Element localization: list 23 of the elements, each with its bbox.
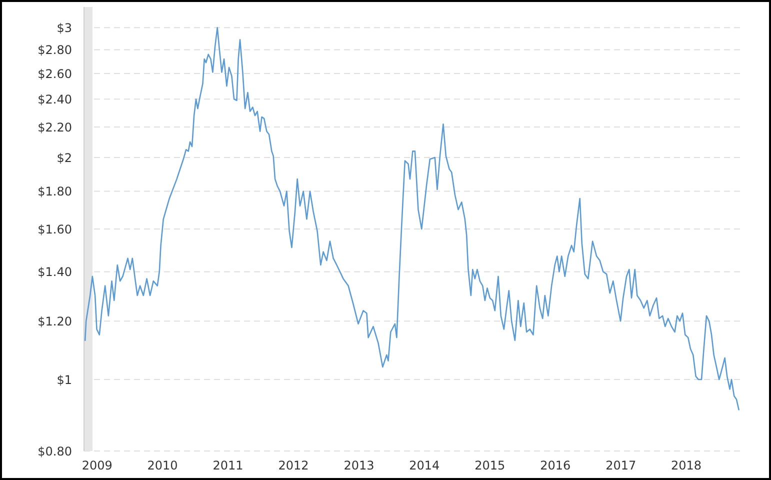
x-tick-label: 2011 (212, 458, 244, 473)
x-tick-label: 2016 (540, 458, 571, 473)
y-tick-label: $1.80 (38, 184, 72, 199)
y-tick-label: $1.20 (38, 314, 72, 328)
y-tick-label: $2.80 (38, 43, 72, 58)
x-tick-label: 2009 (82, 458, 112, 473)
y-tick-label: $2.60 (38, 66, 72, 81)
x-tick-label: 2014 (409, 458, 440, 473)
line-series (84, 27, 740, 410)
y-tick-label: $1.60 (38, 222, 72, 236)
y-tick-label: $2.20 (38, 120, 72, 134)
x-tick-label: 2015 (474, 458, 506, 473)
x-tick-label: 2010 (147, 458, 178, 473)
x-tick-label: 2018 (671, 458, 702, 473)
x-tick-label: 2017 (606, 458, 636, 473)
y-tick-label: $3 (56, 20, 72, 35)
y-tick-label: $0.80 (38, 444, 72, 458)
y-tick-label: $1.40 (38, 265, 72, 280)
y-tick-label: $2 (56, 150, 72, 165)
x-tick-label: 2012 (278, 458, 309, 473)
y-tick-label: $1 (56, 372, 72, 387)
x-tick-label: 2013 (344, 458, 374, 473)
y-tick-label: $2.40 (38, 92, 72, 106)
